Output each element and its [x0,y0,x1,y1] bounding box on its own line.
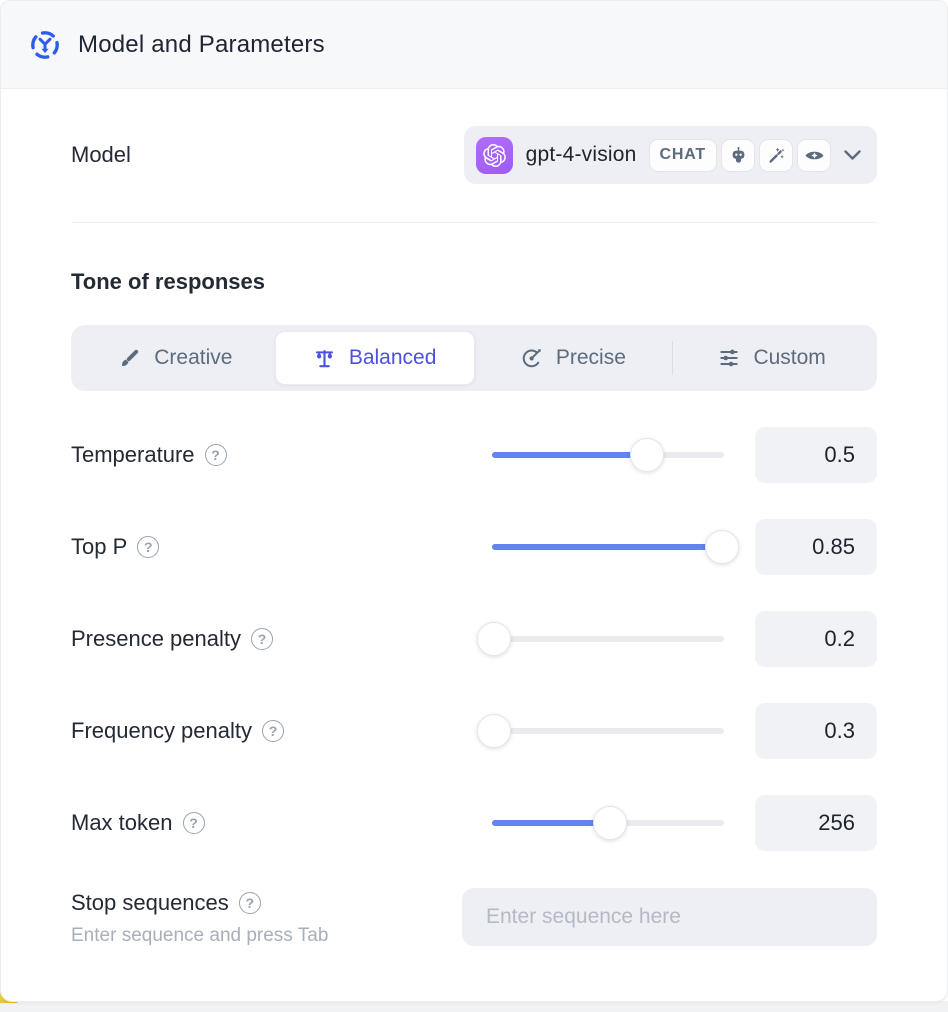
panel-title: Model and Parameters [78,30,325,58]
stop-sequences-hint: Enter sequence and press Tab [71,925,329,946]
tone-option-creative[interactable]: Creative [77,331,275,385]
slider-thumb[interactable] [477,622,512,656]
max-token-label: Max token [71,810,173,835]
top-p-slider[interactable] [492,530,739,564]
parameter-row-top-p: Top P ? 0.85 [71,519,877,575]
temperature-value[interactable]: 0.5 [755,427,877,483]
model-label: Model [71,142,131,167]
section-divider [71,222,877,223]
frequency-penalty-slider[interactable] [477,714,724,748]
frequency-penalty-value[interactable]: 0.3 [755,703,877,759]
robot-icon [721,138,755,172]
model-row: Model gpt-4-vision CHAT [71,126,877,184]
model-type-badge: CHAT [648,138,717,172]
segment-divider [672,341,674,375]
slider-thumb[interactable] [477,714,512,748]
balance-scales-icon [313,347,336,370]
magic-wand-icon [759,138,793,172]
frequency-penalty-label: Frequency penalty [71,718,252,743]
parameter-row-presence-penalty: Presence penalty ? 0.2 [71,611,877,667]
top-p-value[interactable]: 0.85 [755,519,877,575]
temperature-label: Temperature [71,442,195,467]
chevron-down-icon [844,149,861,161]
slider-thumb[interactable] [630,438,665,472]
parameter-row-frequency-penalty: Frequency penalty ? 0.3 [71,703,877,759]
page-background-strip [0,1001,948,1012]
help-icon[interactable]: ? [238,892,261,914]
vision-eye-icon [797,138,831,172]
target-arrow-icon [521,347,543,369]
selected-model-name: gpt-4-vision [525,143,637,166]
tone-option-custom[interactable]: Custom [673,331,871,385]
presence-penalty-slider[interactable] [477,622,724,656]
top-p-label: Top P [71,534,128,559]
slider-thumb[interactable] [704,530,739,564]
stop-sequences-label: Stop sequences [71,890,229,915]
paintbrush-icon [119,347,141,369]
panel-body: Model gpt-4-vision CHAT [1,89,947,1001]
parameter-row-temperature: Temperature ? 0.5 [71,427,877,483]
model-select-dropdown[interactable]: gpt-4-vision CHAT [463,126,877,184]
sliders-icon [718,347,740,369]
slider-thumb[interactable] [593,806,628,840]
openai-logo-icon [475,136,513,174]
parameter-row-max-token: Max token ? 256 [71,795,877,851]
tone-option-precise[interactable]: Precise [475,331,673,385]
help-icon[interactable]: ? [137,536,160,558]
max-token-value[interactable]: 256 [755,795,877,851]
tone-option-balanced[interactable]: Balanced [274,331,475,385]
presence-penalty-label: Presence penalty [71,626,241,651]
stop-sequences-row: Stop sequences ? Enter sequence and pres… [71,888,877,947]
tone-heading: Tone of responses [71,269,265,294]
help-icon[interactable]: ? [262,720,284,742]
help-icon[interactable]: ? [182,812,205,834]
stop-sequence-input[interactable] [462,888,877,946]
panel-header: Model and Parameters [1,1,947,89]
presence-penalty-value[interactable]: 0.2 [755,611,877,667]
help-icon[interactable]: ? [251,628,273,650]
help-icon[interactable]: ? [204,444,227,466]
tone-segmented-control: Creative Balanced [71,325,877,391]
temperature-slider[interactable] [492,438,724,472]
model-hub-icon [29,29,61,61]
max-token-slider[interactable] [492,806,724,840]
